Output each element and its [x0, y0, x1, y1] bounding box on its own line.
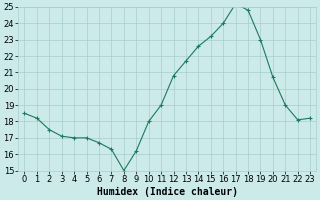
X-axis label: Humidex (Indice chaleur): Humidex (Indice chaleur)	[97, 186, 238, 197]
